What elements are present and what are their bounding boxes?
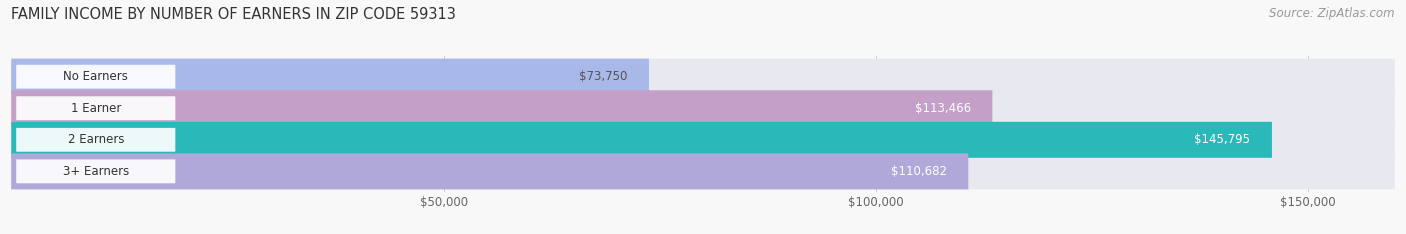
Text: $73,750: $73,750 xyxy=(579,70,627,83)
FancyBboxPatch shape xyxy=(11,59,650,95)
Text: $113,466: $113,466 xyxy=(915,102,970,115)
FancyBboxPatch shape xyxy=(17,128,176,152)
FancyBboxPatch shape xyxy=(17,159,176,183)
FancyBboxPatch shape xyxy=(11,153,969,189)
FancyBboxPatch shape xyxy=(11,90,993,126)
FancyBboxPatch shape xyxy=(11,122,1272,158)
Text: FAMILY INCOME BY NUMBER OF EARNERS IN ZIP CODE 59313: FAMILY INCOME BY NUMBER OF EARNERS IN ZI… xyxy=(11,7,456,22)
FancyBboxPatch shape xyxy=(17,96,176,120)
FancyBboxPatch shape xyxy=(17,65,176,89)
Text: 1 Earner: 1 Earner xyxy=(70,102,121,115)
Text: Source: ZipAtlas.com: Source: ZipAtlas.com xyxy=(1270,7,1395,20)
FancyBboxPatch shape xyxy=(11,153,1395,189)
Text: $145,795: $145,795 xyxy=(1194,133,1250,146)
FancyBboxPatch shape xyxy=(11,122,1395,158)
FancyBboxPatch shape xyxy=(11,90,1395,126)
Text: $110,682: $110,682 xyxy=(890,165,946,178)
FancyBboxPatch shape xyxy=(11,59,1395,95)
Text: 3+ Earners: 3+ Earners xyxy=(63,165,129,178)
Text: No Earners: No Earners xyxy=(63,70,128,83)
Text: 2 Earners: 2 Earners xyxy=(67,133,124,146)
